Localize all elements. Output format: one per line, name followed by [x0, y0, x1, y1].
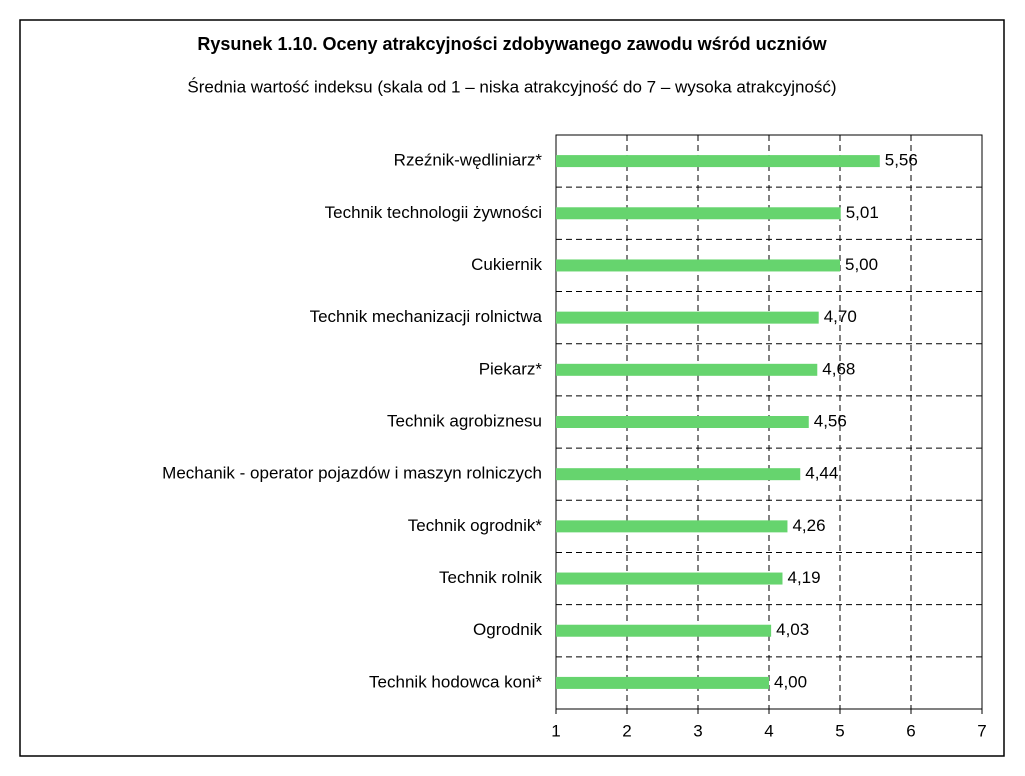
x-tick-label: 1 [551, 721, 560, 740]
y-tick-label: Rzeźnik-wędliniarz* [394, 151, 543, 170]
y-tick-label: Technik rolnik [439, 568, 542, 587]
y-tick-label: Cukiernik [471, 255, 542, 274]
y-tick-label: Ogrodnik [473, 620, 542, 639]
x-tick-label: 5 [835, 721, 844, 740]
value-label: 4,03 [776, 620, 809, 639]
y-tick-label: Technik mechanizacji rolnictwa [310, 307, 543, 326]
bar [556, 259, 840, 272]
bar [556, 572, 783, 585]
value-label: 4,56 [814, 411, 847, 430]
value-label: 4,68 [822, 359, 855, 378]
value-label: 5,56 [885, 151, 918, 170]
value-label: 4,70 [824, 307, 857, 326]
y-tick-label: Technik agrobiznesu [387, 411, 542, 430]
value-label: 4,00 [774, 672, 807, 691]
value-label: 5,00 [845, 255, 878, 274]
chart-title: Rysunek 1.10. Oceny atrakcyjności zdobyw… [197, 34, 827, 54]
bar [556, 468, 801, 481]
value-label: 4,26 [792, 516, 825, 535]
x-tick-label: 3 [693, 721, 702, 740]
bar [556, 207, 841, 220]
y-tick-label: Technik ogrodnik* [408, 516, 543, 535]
chart-subtitle: Średnia wartość indeksu (skala od 1 – ni… [187, 77, 836, 96]
value-label: 4,44 [805, 464, 838, 483]
y-tick-label: Piekarz* [479, 359, 543, 378]
y-tick-label: Technik hodowca koni* [369, 672, 542, 691]
y-tick-label: Technik technologii żywności [325, 203, 542, 222]
frame [19, 19, 1005, 757]
x-tick-label: 7 [977, 721, 986, 740]
bar [556, 520, 788, 533]
bar [556, 624, 772, 637]
x-tick-label: 2 [622, 721, 631, 740]
value-label: 4,19 [787, 568, 820, 587]
value-label: 5,01 [846, 203, 879, 222]
bar [556, 676, 769, 689]
bar [556, 363, 818, 376]
bar [556, 416, 809, 428]
bar [556, 311, 819, 324]
bar [556, 155, 880, 168]
y-tick-label: Mechanik - operator pojazdów i maszyn ro… [162, 464, 542, 483]
x-tick-label: 4 [764, 721, 773, 740]
x-tick-label: 6 [906, 721, 915, 740]
